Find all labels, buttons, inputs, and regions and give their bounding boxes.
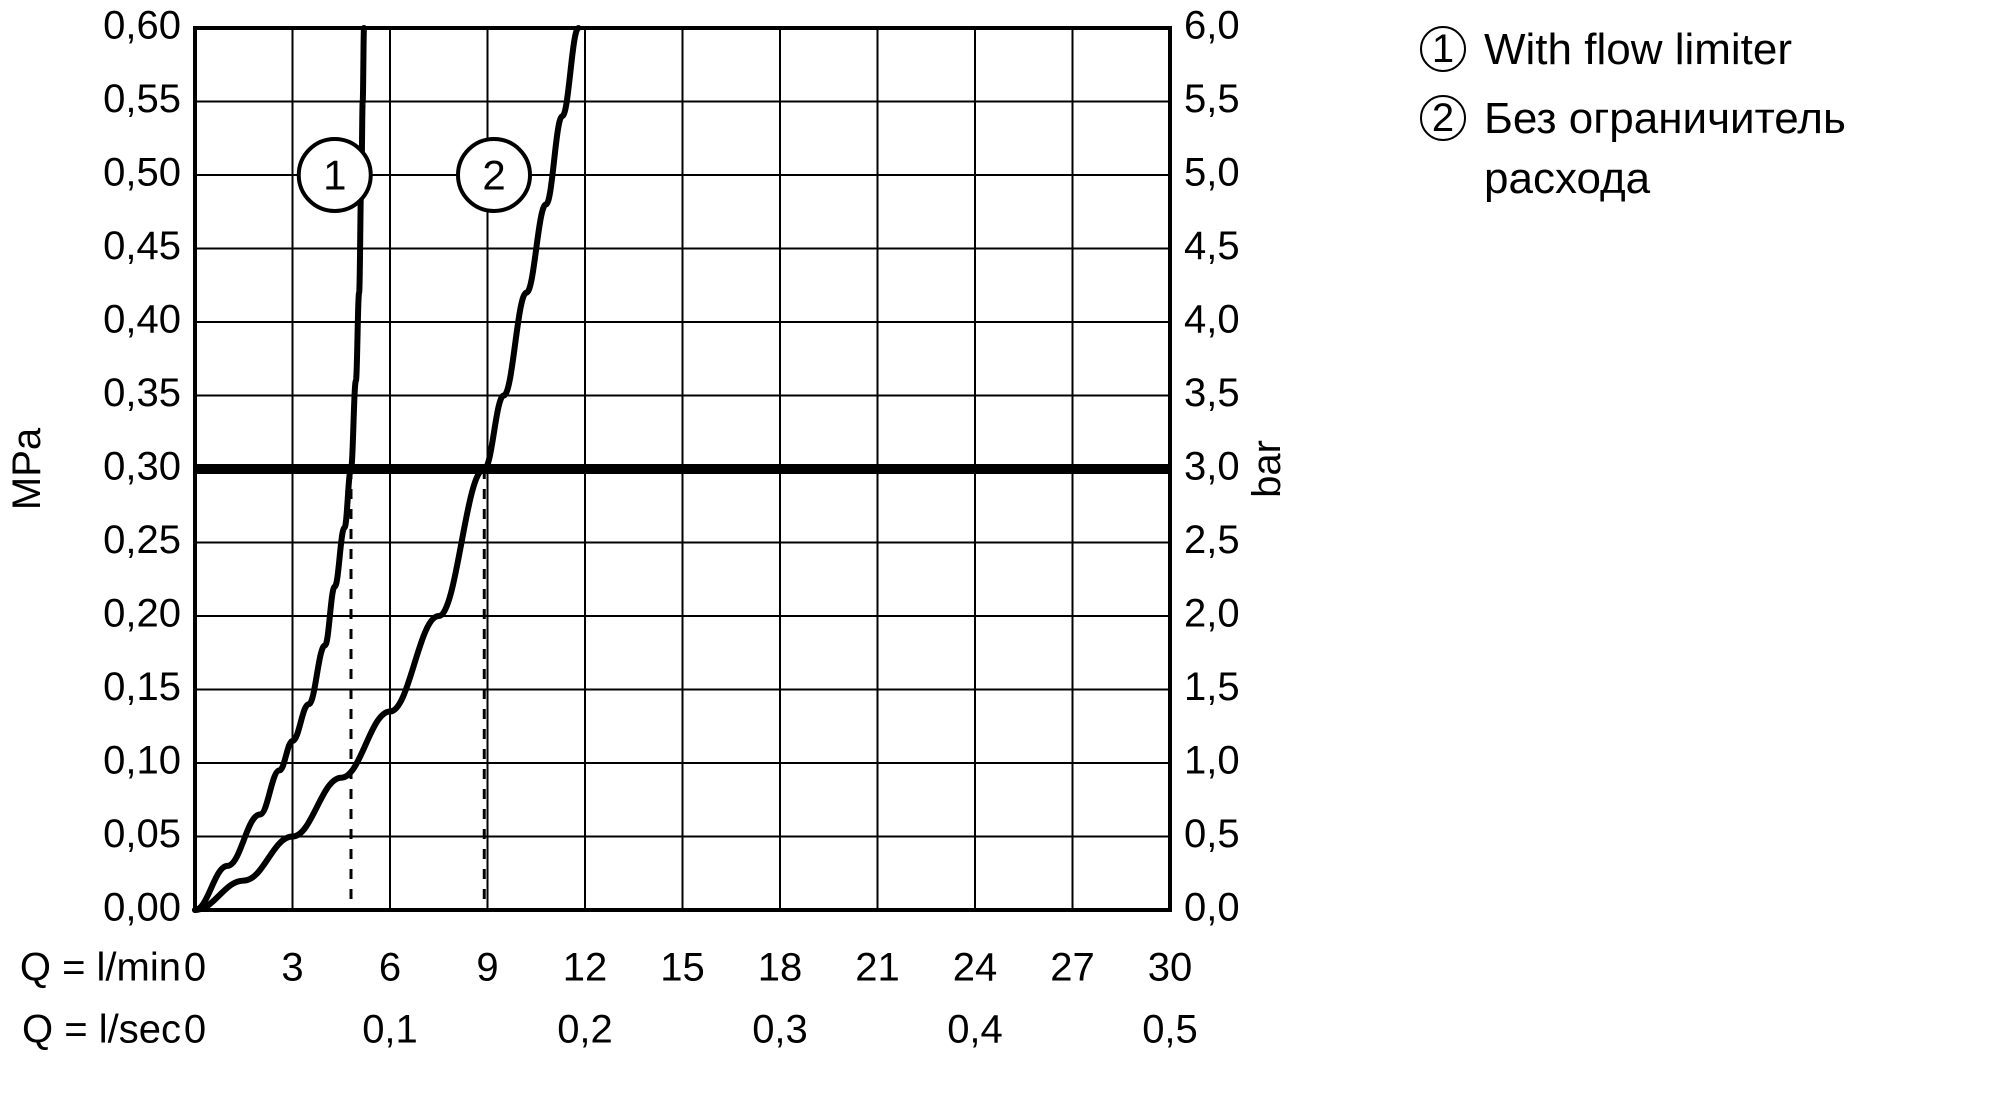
y-left-axis-label: MPa (5, 427, 49, 510)
x-tick-label-lmin: 15 (660, 946, 705, 990)
y-right-tick-label: 0,0 (1184, 886, 1240, 930)
legend-text-2: Без ограничитель расхода (1484, 89, 2000, 208)
x-tick-label-lmin: 27 (1050, 946, 1095, 990)
x-tick-label-lmin: 3 (281, 946, 303, 990)
y-left-tick-label: 0,35 (103, 371, 181, 415)
y-right-tick-label: 3,5 (1184, 371, 1240, 415)
y-left-tick-label: 0,05 (103, 812, 181, 856)
y-right-tick-label: 0,5 (1184, 812, 1240, 856)
y-left-tick-label: 0,30 (103, 445, 181, 489)
y-left-tick-label: 0,50 (103, 151, 181, 195)
legend-marker-1-icon: 1 (1420, 26, 1466, 72)
y-right-tick-label: 5,5 (1184, 77, 1240, 121)
y-left-tick-label: 0,20 (103, 592, 181, 636)
x-tick-label-lmin: 30 (1148, 946, 1193, 990)
x-tick-label-lsec: 0,2 (557, 1008, 613, 1052)
x-axis-row1-prefix: Q = l/min (20, 946, 181, 990)
x-tick-label-lmin: 21 (855, 946, 900, 990)
y-right-tick-label: 3,0 (1184, 445, 1240, 489)
legend-marker-2-icon: 2 (1420, 95, 1466, 141)
y-right-tick-label: 1,5 (1184, 665, 1240, 709)
y-right-tick-label: 1,0 (1184, 739, 1240, 783)
x-tick-label-lmin: 12 (563, 946, 608, 990)
y-left-tick-label: 0,25 (103, 518, 181, 562)
y-right-tick-label: 5,0 (1184, 151, 1240, 195)
curve-label-1: 1 (323, 152, 346, 199)
y-right-axis-label: bar (1245, 440, 1289, 498)
x-tick-label-lsec: 0,5 (1142, 1008, 1198, 1052)
legend-item-1: 1 With flow limiter (1420, 20, 2000, 79)
x-tick-label-lmin: 6 (379, 946, 401, 990)
y-right-tick-label: 2,0 (1184, 592, 1240, 636)
x-tick-label-lsec: 0 (184, 1008, 206, 1052)
y-left-tick-label: 0,15 (103, 665, 181, 709)
y-right-tick-label: 2,5 (1184, 518, 1240, 562)
chart-legend: 1 With flow limiter 2 Без ограничитель р… (1420, 20, 2000, 218)
y-left-tick-label: 0,40 (103, 298, 181, 342)
y-left-tick-label: 0,10 (103, 739, 181, 783)
y-left-tick-label: 0,55 (103, 77, 181, 121)
y-left-tick-label: 0,00 (103, 886, 181, 930)
y-left-tick-label: 0,60 (103, 4, 181, 48)
y-right-tick-label: 4,5 (1184, 224, 1240, 268)
x-tick-label-lsec: 0,3 (752, 1008, 808, 1052)
legend-text-1: With flow limiter (1484, 20, 1792, 79)
x-tick-label-lmin: 0 (184, 946, 206, 990)
y-left-tick-label: 0,45 (103, 224, 181, 268)
y-right-tick-label: 6,0 (1184, 4, 1240, 48)
x-tick-label-lmin: 9 (476, 946, 498, 990)
x-tick-label-lmin: 24 (953, 946, 998, 990)
x-tick-label-lsec: 0,1 (362, 1008, 418, 1052)
x-axis-row2-prefix: Q = l/sec (22, 1008, 181, 1052)
x-tick-label-lsec: 0,4 (947, 1008, 1003, 1052)
x-tick-label-lmin: 18 (758, 946, 803, 990)
y-right-tick-label: 4,0 (1184, 298, 1240, 342)
legend-item-2: 2 Без ограничитель расхода (1420, 89, 2000, 208)
curve-label-2: 2 (482, 152, 505, 199)
